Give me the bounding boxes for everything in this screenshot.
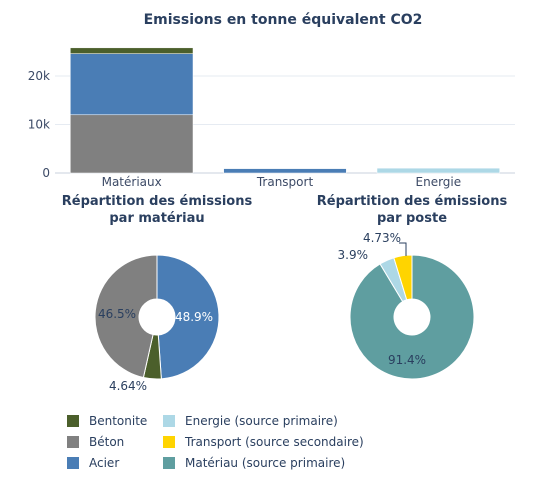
- pie-materiau-slices: 48.9% 46.5% 4.64%: [94, 254, 220, 393]
- pie-slice-label: 4.73%: [363, 231, 401, 245]
- pie-slice-label: 91.4%: [388, 353, 426, 367]
- bar-segment: [70, 47, 194, 54]
- bar-segment: [70, 53, 194, 116]
- pie-poste-slices: 91.4% 3.9% 4.73%: [338, 231, 475, 380]
- bar-chart: Emissions en tonne équivalent CO2 0 10k 20…: [28, 12, 515, 189]
- x-tick-label: Transport: [256, 175, 314, 189]
- bar-segment: [376, 167, 500, 174]
- bar-segment: [223, 168, 347, 174]
- x-tick-label: Matériaux: [102, 175, 162, 189]
- legend-label: Matériau (source primaire): [185, 456, 345, 470]
- pie-slice-label: 46.5%: [98, 307, 136, 321]
- pie-slice: [156, 254, 220, 380]
- legend-swatch: [163, 436, 175, 448]
- pie-poste-title-line2: par poste: [377, 211, 447, 226]
- pie-materiau-title-line1: Répartition des émissions: [62, 194, 253, 209]
- bar-segment: [70, 114, 194, 174]
- pie-poste: Répartition des émissions par poste 91.4…: [317, 194, 508, 380]
- legend-label: Acier: [89, 456, 119, 470]
- pie-slice-label: 48.9%: [175, 310, 213, 324]
- y-tick-label: 0: [42, 166, 50, 180]
- pie-materiau-title-line2: par matériau: [109, 211, 204, 226]
- bar-chart-title: Emissions en tonne équivalent CO2: [144, 12, 423, 28]
- pie-slice-label: 4.64%: [109, 379, 147, 393]
- pie-slice: [349, 254, 475, 380]
- legend-label: Bentonite: [89, 414, 147, 428]
- x-tick-label: Energie: [416, 175, 462, 189]
- legend-swatch: [67, 415, 79, 427]
- legend-swatch: [67, 436, 79, 448]
- bar-chart-x-ticks: Matériaux Transport Energie: [102, 175, 462, 189]
- y-tick-label: 10k: [28, 117, 50, 131]
- pie-poste-title-line1: Répartition des émissions: [317, 194, 508, 209]
- bar-chart-y-ticks: 0 10k 20k: [28, 69, 50, 180]
- y-tick-label: 20k: [28, 69, 50, 83]
- pie-slice-label: 3.9%: [338, 248, 369, 262]
- legend: Bentonite Béton Acier Energie (source prima…: [67, 414, 364, 470]
- legend-swatch: [163, 415, 175, 427]
- pie-materiau: Répartition des émissions par matériau 4…: [62, 194, 253, 393]
- pie-slice: [94, 254, 158, 379]
- legend-label: Transport (source secondaire): [184, 435, 364, 449]
- pie-label-leader: [399, 242, 407, 256]
- bar-chart-bars: [70, 47, 500, 174]
- legend-label: Energie (source primaire): [185, 414, 338, 428]
- legend-swatch: [67, 457, 79, 469]
- pie-slice: [393, 254, 413, 301]
- legend-label: Béton: [89, 435, 124, 449]
- legend-swatch: [163, 457, 175, 469]
